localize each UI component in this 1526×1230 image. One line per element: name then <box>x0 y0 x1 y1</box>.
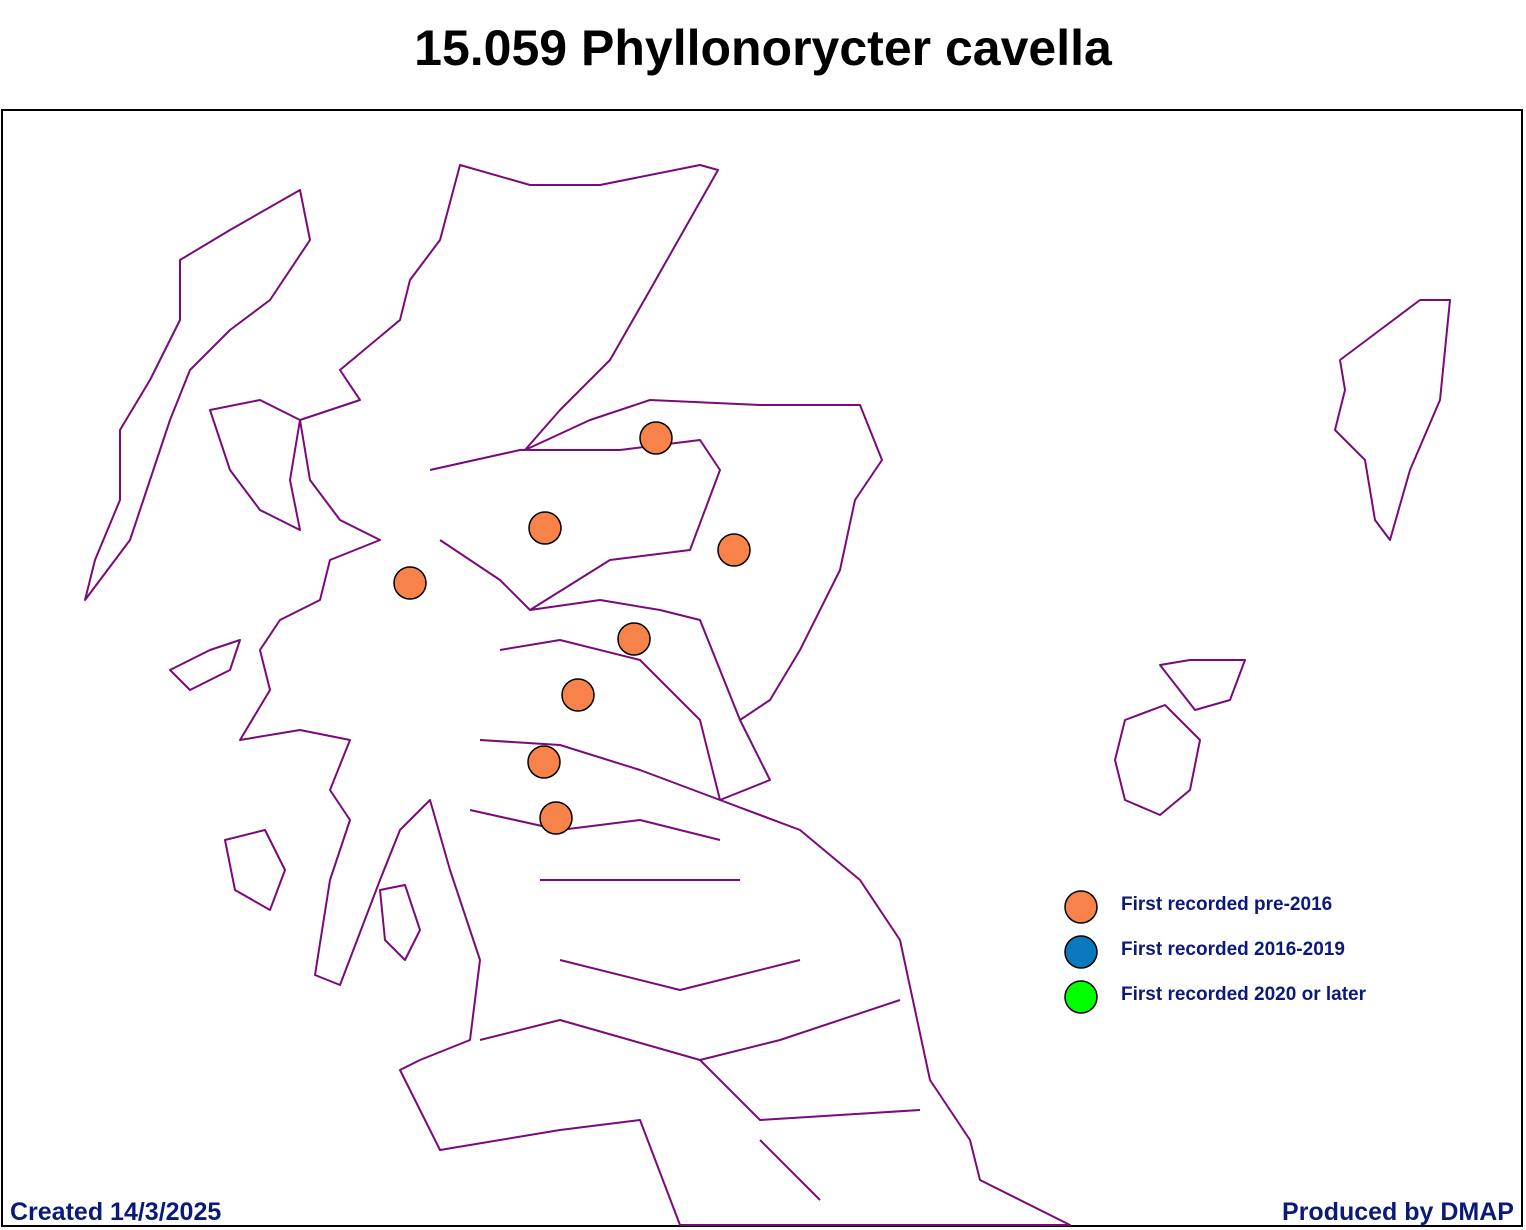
record-dot <box>527 745 561 779</box>
created-date: Created 14/3/2025 <box>10 1198 221 1226</box>
legend: First recorded pre-2016 First recorded 20… <box>1064 890 1367 1014</box>
record-dot <box>539 801 573 835</box>
legend-label: First recorded 2020 or later <box>1121 984 1367 1005</box>
legend-swatch <box>1064 890 1098 924</box>
record-dot <box>561 678 595 712</box>
legend-swatch <box>1064 980 1098 1014</box>
legend-label: First recorded 2016-2019 <box>1121 939 1345 960</box>
legend-swatch <box>1064 935 1098 969</box>
record-dot <box>393 566 427 600</box>
record-dot <box>617 622 651 656</box>
map-title: 15.059 Phyllonorycter cavella <box>414 20 1113 76</box>
record-dots <box>393 421 751 835</box>
record-dot <box>528 511 562 545</box>
map-outline <box>84 164 1451 1226</box>
legend-label: First recorded pre-2016 <box>1121 894 1332 915</box>
record-dot <box>717 533 751 567</box>
record-dot <box>639 421 673 455</box>
producer: Produced by DMAP <box>1282 1198 1514 1226</box>
